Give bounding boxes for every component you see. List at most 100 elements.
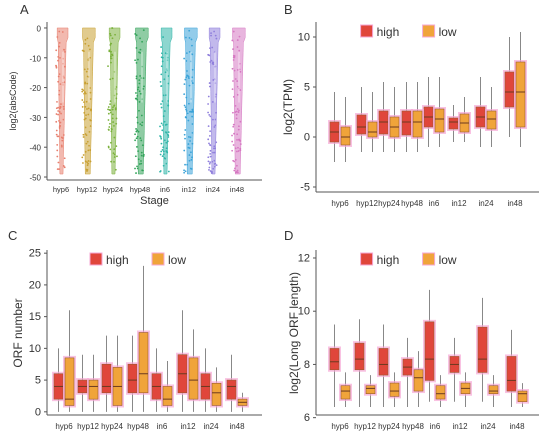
data-point: [86, 75, 89, 78]
data-point: [110, 160, 113, 163]
y-tick-label: 15: [29, 311, 41, 323]
data-point: [237, 150, 240, 152]
data-point: [212, 63, 215, 66]
data-point: [86, 82, 89, 85]
legend-label-low: low: [439, 253, 457, 267]
box-high: [226, 379, 237, 400]
data-point: [58, 127, 61, 129]
box-glow: [87, 378, 100, 402]
data-point: [86, 108, 88, 110]
data-point: [136, 167, 139, 170]
data-point: [165, 150, 168, 152]
box-high: [506, 356, 517, 392]
data-point: [107, 108, 109, 111]
data-point: [57, 161, 60, 164]
y-axis-label: ORF number: [11, 298, 25, 367]
data-point: [84, 92, 87, 95]
data-point: [89, 98, 92, 100]
data-point: [191, 53, 194, 56]
box-glow: [225, 378, 238, 402]
box-low: [367, 121, 378, 138]
data-point: [231, 140, 234, 143]
data-point: [211, 101, 214, 103]
data-point: [160, 137, 163, 140]
data-point: [62, 165, 65, 167]
x-tick-label: in48: [229, 422, 245, 431]
legend-swatch-high: [89, 252, 103, 266]
data-point: [236, 108, 239, 110]
data-point: [85, 70, 88, 73]
data-point: [84, 91, 86, 93]
data-point: [83, 92, 85, 95]
data-point: [55, 120, 58, 123]
data-point: [138, 82, 141, 85]
data-point: [111, 77, 114, 80]
box-high: [448, 117, 459, 130]
data-point: [140, 154, 143, 157]
data-point: [231, 134, 233, 137]
data-point: [213, 165, 216, 168]
x-tick-label: in24: [478, 199, 494, 208]
data-point: [90, 119, 92, 122]
data-point: [137, 158, 140, 161]
box-low: [138, 332, 149, 394]
data-point: [165, 147, 168, 150]
x-tick-label: hyp6: [55, 422, 73, 431]
data-point: [185, 96, 188, 99]
data-point: [83, 111, 86, 114]
data-point: [208, 54, 211, 57]
data-point: [86, 161, 89, 164]
y-tick-label: 5: [304, 82, 310, 94]
data-point: [141, 121, 144, 124]
data-point: [90, 109, 92, 112]
data-point: [113, 124, 115, 127]
box-low: [413, 369, 424, 392]
data-point: [56, 155, 59, 158]
data-point: [207, 111, 209, 114]
data-point: [191, 115, 194, 118]
box-glow: [339, 383, 352, 402]
box-high: [101, 363, 112, 394]
data-point: [162, 115, 165, 118]
y-tick-label: 10: [298, 32, 310, 44]
box-low: [188, 357, 199, 400]
data-point: [235, 171, 238, 173]
data-point: [186, 112, 189, 115]
data-point: [239, 147, 242, 150]
box-glow: [161, 384, 174, 408]
data-point: [185, 36, 187, 39]
data-point: [191, 44, 193, 47]
data-point: [109, 34, 112, 37]
y-axis-label: log2(TPM): [281, 79, 295, 135]
x-tick-label: in12: [451, 199, 467, 208]
box-high: [424, 321, 435, 381]
data-point: [58, 111, 61, 113]
data-point: [207, 160, 210, 163]
data-point: [57, 113, 60, 116]
data-point: [159, 135, 161, 137]
data-point: [113, 153, 116, 156]
data-point: [232, 30, 235, 33]
data-point: [89, 56, 91, 59]
data-point: [115, 93, 118, 95]
data-point: [183, 57, 186, 60]
data-point: [234, 167, 236, 170]
data-point: [109, 109, 112, 112]
data-point: [190, 151, 192, 154]
data-point: [142, 77, 145, 80]
box-low: [435, 385, 446, 400]
data-point: [236, 85, 239, 88]
data-point: [236, 150, 238, 153]
data-point: [82, 89, 85, 92]
data-point: [84, 160, 87, 163]
data-point: [82, 154, 85, 156]
data-point: [234, 78, 237, 80]
data-point: [213, 126, 216, 128]
data-point: [160, 65, 163, 68]
data-point: [187, 75, 190, 78]
data-point: [190, 38, 193, 41]
data-point: [236, 169, 239, 172]
box-glow: [388, 381, 401, 399]
data-point: [85, 100, 88, 103]
